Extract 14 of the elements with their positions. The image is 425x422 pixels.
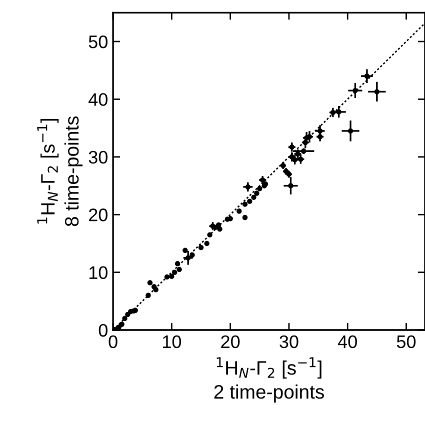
y-tick-label: 40 (88, 93, 108, 106)
x-tick-label: 0 (108, 335, 118, 348)
x-tick-label: 50 (396, 335, 416, 348)
y-tick-label: 10 (89, 266, 108, 280)
x-tick-label: 10 (163, 335, 182, 348)
x-tick-label: 40 (338, 335, 357, 348)
y-tick-label: 20 (89, 208, 108, 222)
text: $^{1}$H$_{N}$-Γ$_{2}$ [s$^{−1}$] 8 time-points (37, 116, 83, 226)
text: $^{1}$H$_{N}$-Γ$_{2}$ [s$^{−1}$] 2 time-points (214, 357, 324, 403)
x-tick-label: 30 (280, 335, 298, 348)
y-tick-label: 30 (88, 150, 108, 164)
y-tick-label: 50 (88, 35, 108, 48)
y-tick-label: 0 (98, 324, 108, 337)
x-tick-label: 20 (221, 335, 240, 348)
